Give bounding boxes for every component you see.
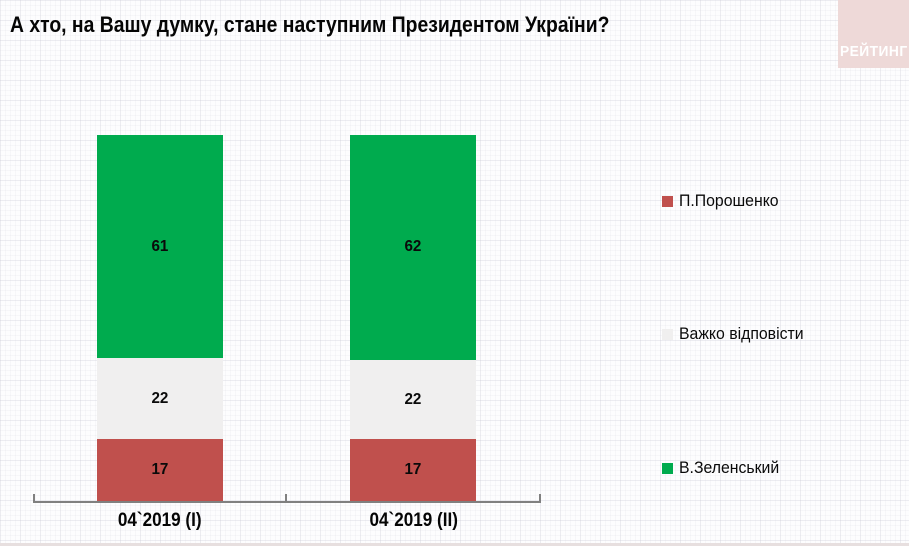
bar-value-label: 62 xyxy=(404,238,422,256)
x-axis-labels: 04`2019 (I) 04`2019 (II) xyxy=(33,510,540,532)
legend-label: П.Порошенко xyxy=(679,191,779,210)
bar-value-label: 22 xyxy=(404,390,422,408)
bar-segment: 17 xyxy=(96,438,223,501)
legend-item-poroshenko: П.Порошенко xyxy=(662,191,786,211)
legend-item-zelensky: В.Зеленський xyxy=(662,458,787,478)
rating-logo-text: РЕЙТИНГ xyxy=(839,43,908,60)
bar-value-label: 22 xyxy=(151,389,169,407)
bar-segment: 17 xyxy=(350,439,477,501)
legend-swatch-red xyxy=(662,195,673,207)
bar-value-label: 17 xyxy=(404,461,422,479)
axis-tick xyxy=(33,494,35,503)
legend-label: В.Зеленський xyxy=(679,458,780,477)
legend-label: Важко відповісти xyxy=(679,324,804,343)
chart-title: А хто, на Вашу думку, стане наступним Пр… xyxy=(10,12,610,37)
plot-area: 61 22 17 62 22 17 xyxy=(33,135,540,501)
legend-swatch-gray xyxy=(662,328,673,340)
bar-value-label: 61 xyxy=(151,237,169,255)
axis-tick xyxy=(285,494,287,503)
bottom-edge-strip xyxy=(0,543,909,546)
x-axis-label-1: 04`2019 (I) xyxy=(117,510,202,531)
bar-segment: 22 xyxy=(96,358,223,439)
rating-logo: РЕЙТИНГ xyxy=(838,0,909,68)
legend-item-hard-to-answer: Важко відповісти xyxy=(662,324,813,344)
bar-segment: 62 xyxy=(350,135,477,360)
bar-segment: 22 xyxy=(350,359,477,440)
stacked-bar: 62 22 17 xyxy=(350,135,477,501)
bar-value-label: 17 xyxy=(151,460,169,478)
axis-tick xyxy=(539,494,541,503)
legend-swatch-green xyxy=(662,462,673,474)
x-axis-line xyxy=(33,501,541,503)
x-axis-label-2: 04`2019 (II) xyxy=(369,510,458,531)
stacked-bar: 61 22 17 xyxy=(96,135,223,501)
bar-segment: 61 xyxy=(96,135,223,359)
